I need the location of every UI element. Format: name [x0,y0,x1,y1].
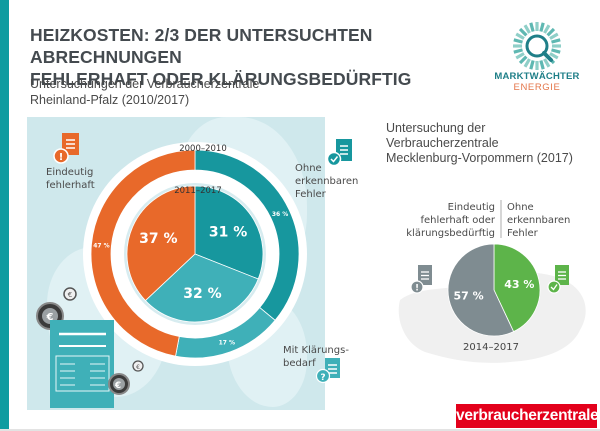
label-line: bedarf [283,358,316,369]
svg-text:!: ! [59,152,64,163]
mv-legend-left: Eindeutig fehlerhaft oder klärungsbedürf… [395,201,495,240]
outer-donut-slice-1 [90,149,196,357]
marktwaechter-logo-icon [513,22,561,70]
euro-coin-icon: € [108,373,130,395]
title-line-2: FEHLERHAFT ODER KLÄRUNGSBEDÜRFTIG [30,69,412,89]
subtitle-line-1: Untersuchungen der Verbraucherzentrale [30,77,260,91]
invoice-document-icon [50,320,114,408]
euro-coin-small-icon: € [63,287,77,301]
inner-pie-slice-2 [194,185,264,280]
title-line: Mecklenburg-Vorpommern (2017) [386,151,573,165]
inner-pie-label-3: 32 % [183,286,221,302]
inner-pie-2011-2017 [126,185,264,323]
title-line-1: HEIZKOSTEN: 2/3 DER UNTERSUCHTEN ABRECHN… [30,25,373,67]
outer-donut-label-1: 47 % [93,242,109,249]
label-eindeutig-fehlerhaft: Eindeutig fehlerhaft [46,166,95,192]
mv-legend-right: Ohne erkennbaren Fehler [507,201,570,240]
legend-line: klärungsbedürftig [406,228,495,239]
right-pie-period: 2014–2017 [463,342,519,353]
outer-ring-title: 2000–2010 [179,144,227,154]
label-line: Mit Klärungs- [283,345,349,356]
subtitle-line-2: Rheinland-Pfalz (2010/2017) [30,93,190,107]
inner-pie-slice-3 [144,253,259,323]
legend-line: Eindeutig [447,202,495,213]
outer-donut-2000-2010 [90,149,300,359]
svg-text:€: € [136,364,140,371]
inner-pie-label-2: 31 % [209,224,247,240]
label-line: fehlerhaft [46,180,95,191]
document-question-icon: ? [315,358,340,384]
svg-text:€: € [46,312,54,323]
label-klaerungsbedarf: Mit Klärungs- bedarf [283,344,349,370]
label-line: Fehler [295,189,326,200]
outer-donut-label-2: 36 % [272,211,288,218]
label-line: erkennbaren [295,176,359,187]
title-line: Verbraucherzentrale [386,136,499,150]
inner-pie-slice-1 [126,185,196,302]
inner-pie-label-1: 37 % [139,231,177,247]
page-title: HEIZKOSTEN: 2/3 DER UNTERSUCHTEN ABRECHN… [30,24,480,90]
document-warning-icon: ! [53,133,79,164]
legend-line: fehlerhaft oder [420,215,495,226]
label-ohne-fehler: Ohne erkennbaren Fehler [295,162,358,201]
bottom-border [0,429,600,431]
document-warning-grey-icon: ! [410,265,432,294]
legend-line: Ohne [507,202,534,213]
mv-pie-label-2: 43 % [504,278,534,291]
svg-text:€: € [68,291,72,299]
inner-pie-title: 2011–2017 [174,186,222,196]
mecklenburg-vorpommern-pie [447,243,541,337]
svg-text:€: € [114,381,121,391]
logo-name: MARKTWÄCHTER [494,71,580,82]
accent-bar [0,0,9,431]
document-check-green-icon [547,265,569,294]
mv-study-title: Untersuchung der Verbraucherzentrale Mec… [386,121,573,166]
legend-line: erkennbaren [507,215,571,226]
svg-text:!: ! [415,284,419,294]
outer-donut-label-3: 17 % [219,340,235,347]
title-line: Untersuchung der [386,121,486,135]
legend-line: Fehler [507,228,538,239]
verbraucherzentrale-logo: verbraucherzentrale [456,404,599,428]
svg-text:?: ? [320,373,325,383]
label-line: Ohne [295,163,322,174]
subtitle: Untersuchungen der Verbraucherzentrale R… [30,76,259,108]
label-line: Eindeutig [46,167,94,178]
mv-pie-slice-1 [447,243,515,337]
logo-subname: ENERGIE [513,82,561,93]
euro-coin-small-icon: € [132,360,144,372]
mv-pie-label-1: 57 % [454,290,484,303]
mv-pie-slice-2 [493,243,541,333]
document-check-icon [326,139,352,167]
